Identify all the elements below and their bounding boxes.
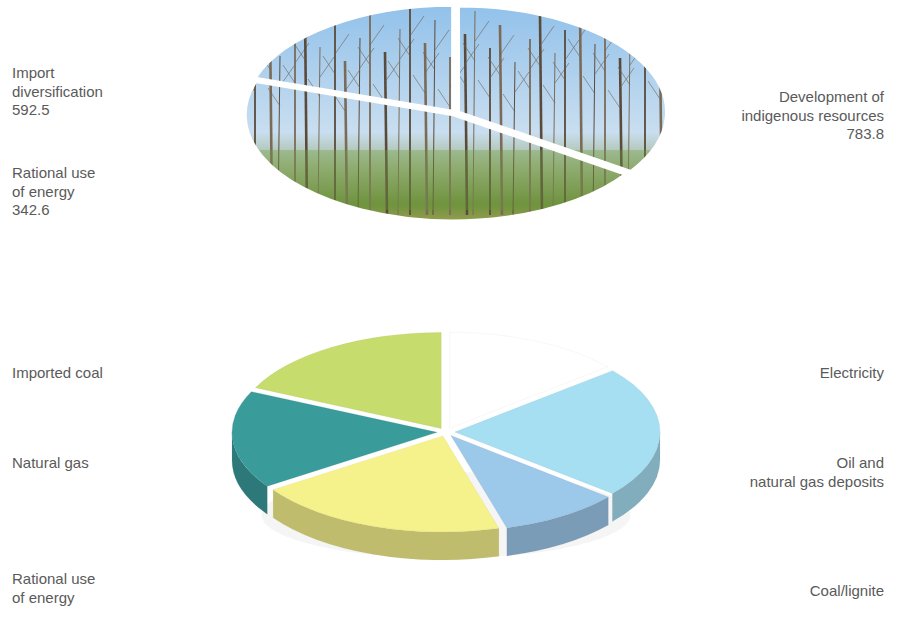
- slice-label: of energy: [12, 589, 75, 606]
- slice-label: natural gas deposits: [750, 473, 884, 490]
- slice-label: Import: [12, 64, 55, 81]
- chart: Import diversification592.5 Development of…: [0, 0, 900, 644]
- slice-label: 783.8: [846, 125, 884, 142]
- slice-label: Rational use: [12, 570, 95, 587]
- slice-label: indigenous resources: [741, 107, 884, 124]
- slice-label: Imported coal: [12, 364, 103, 381]
- slice-label: of energy: [12, 183, 75, 200]
- slice-label: diversification: [12, 83, 103, 100]
- slice-label: Oil and: [836, 454, 884, 471]
- slice-label: Development of: [779, 88, 885, 105]
- pie-slice: [255, 5, 453, 111]
- pie-slice: [255, 332, 441, 428]
- slice-label: Electricity: [820, 364, 885, 381]
- slice-label: 592.5: [12, 101, 50, 118]
- slice-label: Rational use: [12, 164, 95, 181]
- slice-label: Natural gas: [12, 454, 89, 471]
- slice-label: Coal/lignite: [810, 582, 884, 599]
- pie-top: [245, 5, 666, 220]
- pie-bottom: [232, 332, 660, 560]
- slice-label: 342.6: [12, 201, 50, 218]
